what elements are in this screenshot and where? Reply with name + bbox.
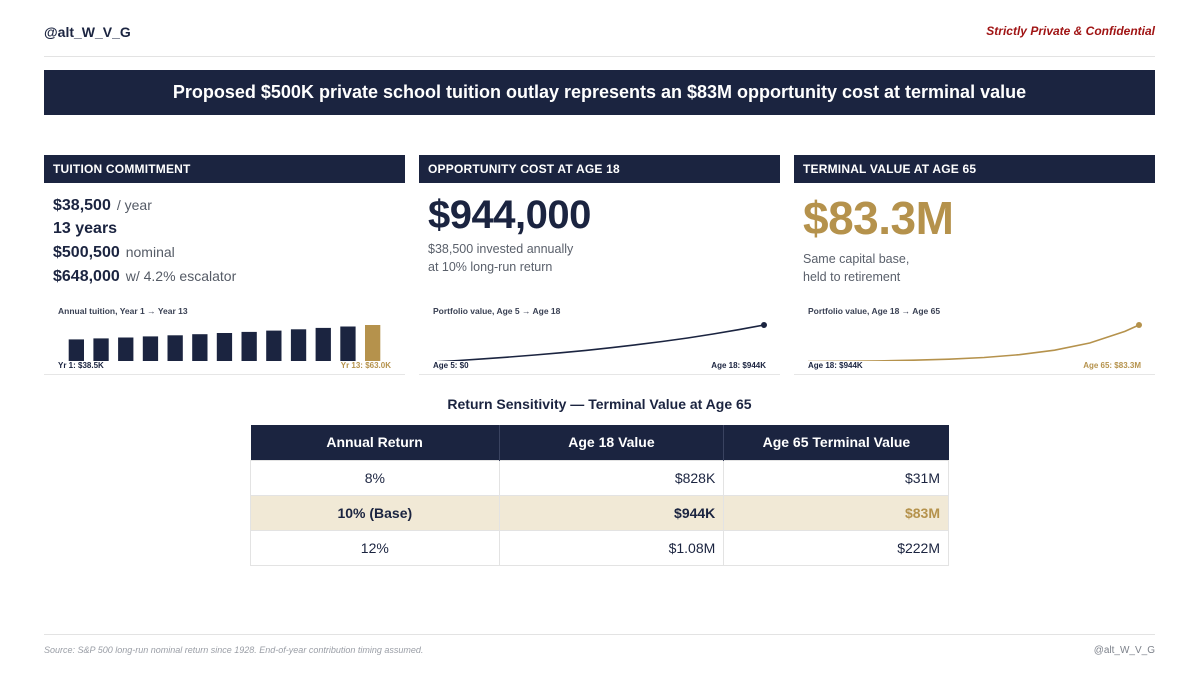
top-divider — [44, 56, 1155, 57]
opportunity-cost-value: $944,000 — [428, 193, 591, 237]
age65-value-cell: $83M — [723, 494, 949, 531]
tuition-bar — [68, 339, 84, 361]
panel-heading: OPPORTUNITY COST AT AGE 18 — [419, 155, 780, 183]
nominal-total-value: $500,500 — [53, 244, 120, 261]
opportunity-end-label: Age 18: $944K — [711, 361, 766, 370]
series-line — [807, 324, 1140, 361]
opportunity-desc-line1: $38,500 invested annually — [428, 242, 574, 256]
annual-cost-value: $38,500 — [53, 197, 111, 214]
tuition-bar — [290, 329, 307, 361]
opportunity-chart-title: Portfolio value, Age 5 → Age 18 — [433, 306, 561, 316]
age65-value-cell: $222M — [723, 529, 949, 566]
tuition-last-year-label: Yr 13: $63.0K — [340, 361, 391, 370]
top-bar: @alt_W_V_G Strictly Private & Confidenti… — [44, 22, 1155, 44]
series-end-point — [1136, 322, 1142, 328]
terminal-start-label: Age 18: $944K — [808, 361, 863, 370]
source-note: Source: S&P 500 long-run nominal return … — [44, 645, 424, 655]
nominal-total-unit: nominal — [125, 244, 175, 260]
duration-value: 13 years — [53, 220, 118, 237]
tuition-first-year-label: Yr 1: $38.5K — [58, 361, 104, 370]
terminal-chart-title: Portfolio value, Age 18 → Age 65 — [808, 306, 941, 316]
column-header-return: Annual Return — [250, 425, 500, 460]
annual-cost-unit: / year — [116, 197, 152, 213]
terminal-end-label: Age 65: $83.3M — [1083, 361, 1141, 370]
terminal-line-chart — [807, 322, 1142, 361]
tuition-bar — [266, 330, 282, 361]
sensitivity-title: Return Sensitivity — Terminal Value at A… — [447, 396, 752, 412]
series-end-point — [761, 322, 767, 328]
duration-row: 13 years — [53, 220, 117, 238]
age65-value-cell: $31M — [723, 459, 949, 496]
tuition-chart-title: Annual tuition, Year 1 → Year 13 — [58, 306, 188, 316]
escalated-total-value: $648,000 — [53, 268, 120, 285]
return-rate-cell: 8% — [250, 459, 500, 496]
terminal-desc-line2: held to retirement — [803, 270, 901, 284]
opportunity-line-chart — [436, 322, 767, 361]
table-header-row: Annual Return Age 18 Value Age 65 Termin… — [250, 425, 949, 460]
escalated-total-row: $648,000 w/ 4.2% escalator — [53, 268, 236, 286]
tuition-bar — [118, 337, 134, 361]
terminal-value-panel: TERMINAL VALUE AT AGE 65 $83.3M Same cap… — [794, 155, 1155, 375]
terminal-value: $83.3M — [803, 192, 954, 244]
tuition-bar — [365, 325, 381, 361]
table-row-base-case: 10% (Base) $944K $83M — [250, 494, 949, 531]
column-header-age18: Age 18 Value — [498, 425, 724, 460]
tuition-bar — [192, 334, 208, 361]
table-row: 12% $1.08M $222M — [250, 529, 949, 566]
column-header-age65: Age 65 Terminal Value — [723, 425, 949, 460]
tuition-bar — [93, 338, 109, 361]
bottom-divider — [44, 634, 1155, 635]
age18-value-cell: $944K — [498, 494, 725, 531]
confidential-label: Strictly Private & Confidential — [986, 24, 1155, 38]
sensitivity-table: Annual Return Age 18 Value Age 65 Termin… — [250, 425, 949, 566]
tuition-bar — [241, 331, 257, 361]
escalated-total-unit: w/ 4.2% escalator — [125, 268, 237, 284]
headline-banner: Proposed $500K private school tuition ou… — [44, 70, 1155, 115]
tuition-bar — [142, 336, 159, 361]
tuition-bar — [167, 335, 183, 361]
opportunity-desc-line2: at 10% long-run return — [428, 260, 553, 274]
annual-cost-row: $38,500 / year — [53, 197, 152, 215]
table-row: 8% $828K $31M — [250, 459, 949, 496]
tuition-bar — [315, 327, 331, 361]
tuition-bar — [340, 326, 356, 361]
opportunity-start-label: Age 5: $0 — [433, 361, 469, 370]
footer-handle: @alt_W_V_G — [1093, 645, 1155, 656]
series-line — [436, 324, 765, 361]
tuition-bar-chart — [68, 325, 381, 361]
tuition-bar — [216, 333, 233, 361]
opportunity-cost-panel: OPPORTUNITY COST AT AGE 18 $944,000 $38,… — [419, 155, 780, 375]
age18-value-cell: $1.08M — [498, 529, 725, 566]
terminal-desc-line1: Same capital base, — [803, 252, 910, 266]
return-rate-cell: 10% (Base) — [250, 494, 500, 531]
panel-heading: TUITION COMMITMENT — [44, 155, 405, 183]
author-handle: @alt_W_V_G — [44, 24, 131, 40]
return-rate-cell: 12% — [250, 529, 500, 566]
panel-heading: TERMINAL VALUE AT AGE 65 — [794, 155, 1155, 183]
tuition-commitment-panel: TUITION COMMITMENT $38,500 / year 13 year… — [44, 155, 405, 375]
nominal-total-row: $500,500 nominal — [53, 244, 175, 262]
age18-value-cell: $828K — [498, 459, 725, 496]
